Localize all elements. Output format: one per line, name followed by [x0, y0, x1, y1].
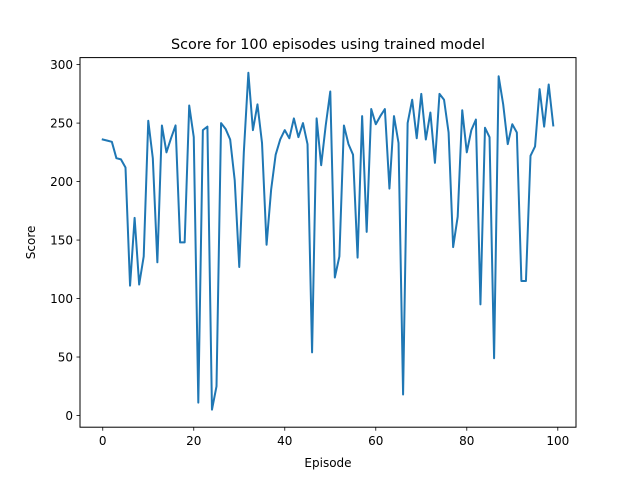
x-tick-label: 100	[546, 434, 569, 448]
y-tick-label: 200	[50, 175, 73, 189]
series-line-score	[101, 71, 555, 411]
axes-frame	[79, 57, 577, 428]
x-tick-label: 40	[277, 434, 292, 448]
x-tick-label: 60	[368, 434, 383, 448]
chart-title: Score for 100 episodes using trained mod…	[171, 37, 485, 53]
x-tick-label: 0	[99, 434, 107, 448]
y-tick-label: 250	[50, 116, 73, 130]
y-tick-label: 100	[50, 292, 73, 306]
y-axis-label: Score	[24, 226, 38, 260]
y-tick-label: 150	[50, 233, 73, 247]
y-tick-label: 50	[58, 350, 73, 364]
y-tick-label: 0	[65, 409, 73, 423]
x-tick-label: 80	[459, 434, 474, 448]
y-tick-label: 300	[50, 58, 73, 72]
x-tick-label: 20	[186, 434, 201, 448]
x-axis-label: Episode	[304, 456, 351, 470]
